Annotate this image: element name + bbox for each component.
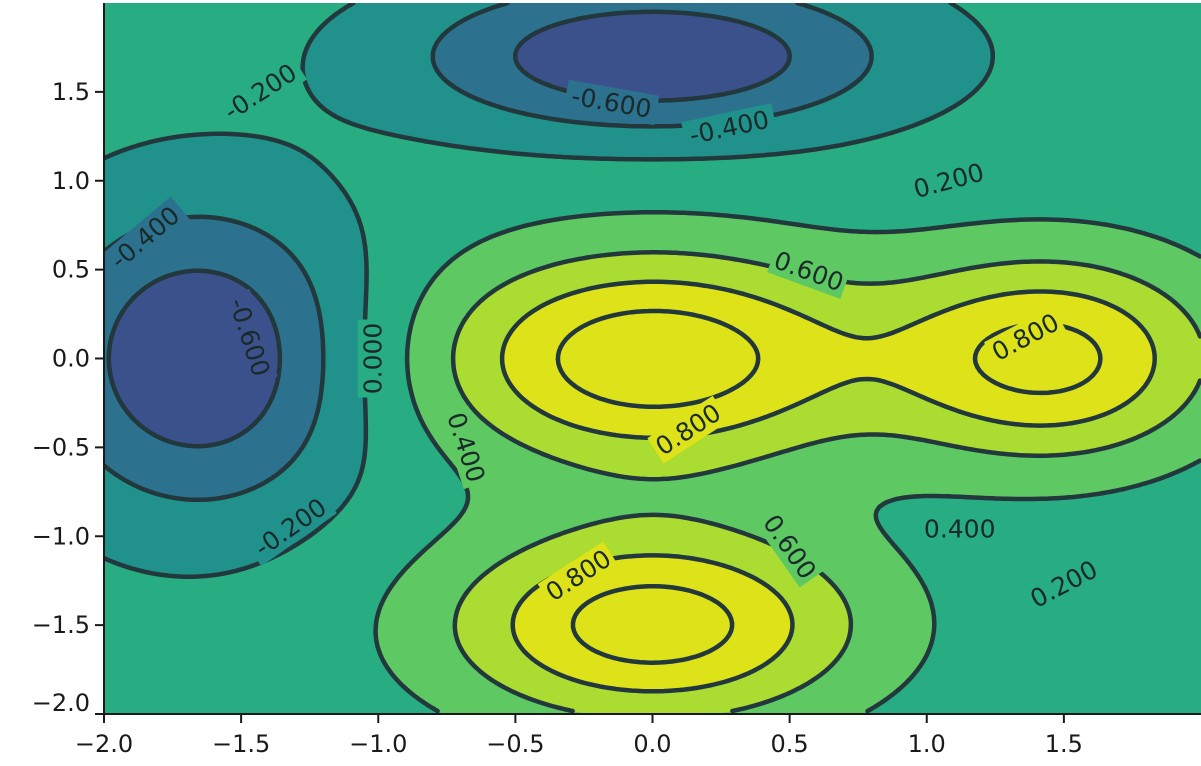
contour-label: 0.000: [357, 319, 388, 398]
contour-label-background: [439, 405, 493, 490]
contour-label-background: [920, 514, 999, 545]
y-tick-label: −1.5: [32, 611, 90, 639]
contour-label-background: [563, 79, 660, 126]
x-ticks: −2.0 −1.5 −1.0 −0.5 0.0 0.5 1.0 1.5: [75, 714, 1083, 758]
contour-label-background: [537, 541, 620, 610]
contour-label-background: [754, 506, 825, 588]
x-tick-label: 1.0: [908, 730, 946, 758]
y-tick-label: 0.5: [52, 256, 90, 284]
y-tick-label: −2.0: [32, 689, 90, 717]
x-tick-label: −1.5: [212, 730, 270, 758]
contour-label-background: [220, 288, 278, 386]
contour-label-background: [1022, 552, 1106, 616]
contour-line-0.2: [373, 210, 1201, 714]
contour-line-minus-0.2: [104, 3, 874, 503]
x-tick-label: −0.5: [486, 730, 544, 758]
y-tick-label: 0.0: [52, 345, 90, 373]
plot-area: 0.8000.8000.8000.6000.6000.4000.4000.200…: [104, 3, 1201, 714]
contour-label-text: 0.400: [924, 515, 996, 544]
x-tick-label: 1.5: [1045, 730, 1083, 758]
y-tick-label: −1.0: [32, 522, 90, 550]
x-tick-label: −2.0: [75, 730, 133, 758]
contour-label: 0.200: [907, 156, 991, 206]
contour-label-text: 0.000: [358, 323, 387, 395]
y-tick-label: −0.5: [32, 433, 90, 461]
axes: −2.0 −1.5 −1.0 −0.5 0.0 0.5 1.0 1.5 −2.0 −1.5 −1.…: [32, 3, 1201, 758]
x-tick-label: 0.0: [633, 730, 671, 758]
contour-line-minus-0.4: [106, 9, 792, 449]
contour-label-background: [647, 395, 730, 464]
contour-label-background: [357, 319, 388, 398]
y-ticks: −2.0 −1.5 −1.0 −0.5 0.0 0.5 1.0 1.5: [32, 78, 104, 717]
contour-label-background: [213, 54, 308, 130]
contour-label-background: [767, 243, 851, 299]
x-tick-label: −1.0: [349, 730, 407, 758]
y-tick-label: 1.0: [52, 167, 90, 195]
contour-line-0.8: [555, 308, 1103, 665]
contour-label-background: [104, 196, 190, 279]
contour-label: 0.400: [920, 514, 999, 545]
contour-label-background: [681, 103, 778, 152]
x-tick-label: 0.5: [771, 730, 809, 758]
y-tick-label: 1.5: [52, 78, 90, 106]
contour-label-background: [984, 305, 1067, 369]
contour-label-background: [244, 488, 337, 567]
contour-label-background: [907, 156, 991, 206]
